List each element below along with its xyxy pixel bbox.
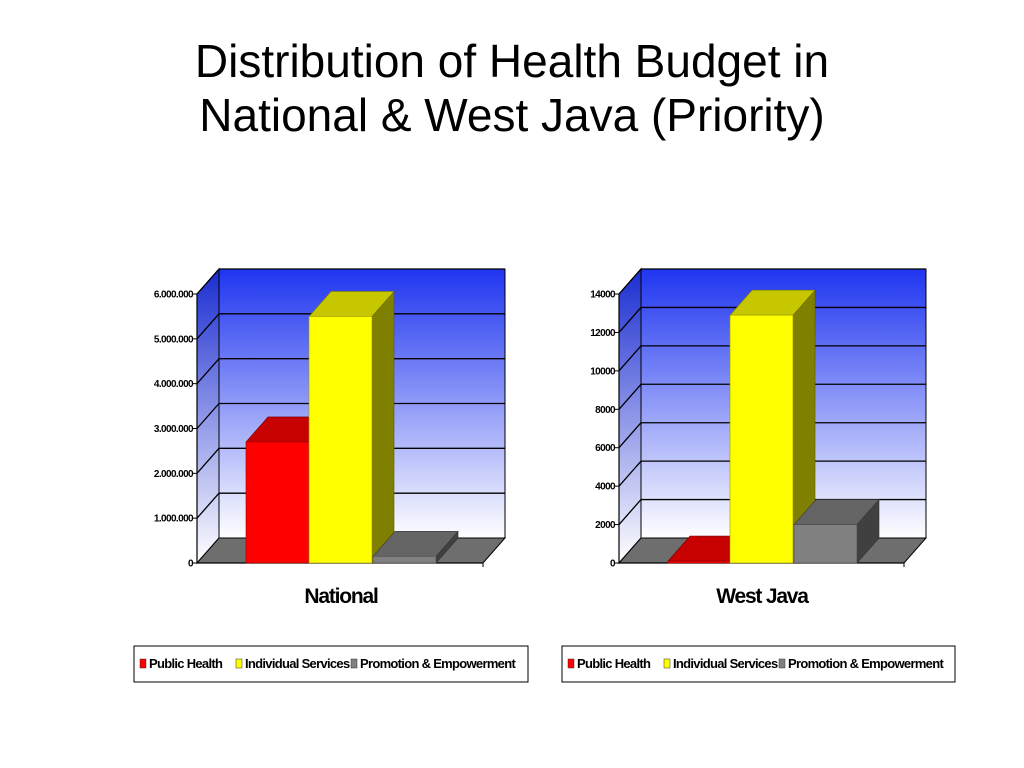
legend-swatch bbox=[235, 658, 243, 669]
bar-promotion-empowerment bbox=[372, 530, 459, 564]
gridline-side bbox=[196, 447, 220, 474]
legend-label: Promotion & Empowerment bbox=[360, 656, 516, 671]
legend-label: Public Health bbox=[149, 656, 223, 671]
y-tick-label: 5.000.000 bbox=[154, 334, 194, 345]
gridline-side bbox=[196, 268, 220, 295]
national-chart: 0 1.000.000 2.000.000 3.000.000 4.000.000 5.0… bbox=[133, 267, 529, 683]
y-tick-label: 3.000.000 bbox=[154, 424, 194, 435]
bar-front bbox=[245, 441, 310, 564]
legend-box bbox=[133, 645, 529, 683]
y-tick-label: 2.000.000 bbox=[154, 469, 194, 480]
slide-title-line-1: Distribution of Health Budget in bbox=[194, 35, 830, 87]
y-tick-label: 1.000.000 bbox=[154, 514, 194, 525]
slide-title: Distribution of Health Budget in Nationa… bbox=[0, 34, 1024, 142]
bar-side bbox=[371, 290, 395, 564]
y-tick-label: 6.000.000 bbox=[154, 290, 194, 301]
gridline-side bbox=[196, 492, 220, 519]
y-tick-label: 4.000.000 bbox=[154, 379, 194, 390]
bar-front bbox=[372, 555, 437, 564]
y-tick-label: 0 bbox=[188, 559, 194, 570]
bar-individual-services bbox=[308, 290, 395, 564]
legend-swatch bbox=[350, 658, 358, 669]
gridline-side bbox=[196, 358, 220, 385]
legend: Public Health Individual Services Promotio… bbox=[133, 645, 529, 683]
gridline-side bbox=[196, 403, 220, 429]
legend-label: Individual Services bbox=[245, 656, 350, 671]
bar-front bbox=[308, 316, 373, 564]
gridline-side bbox=[196, 313, 220, 340]
slide-title-line-2: National & West Java (Priority) bbox=[199, 89, 825, 141]
legend-swatch bbox=[139, 658, 147, 669]
category-label: National bbox=[304, 585, 378, 608]
